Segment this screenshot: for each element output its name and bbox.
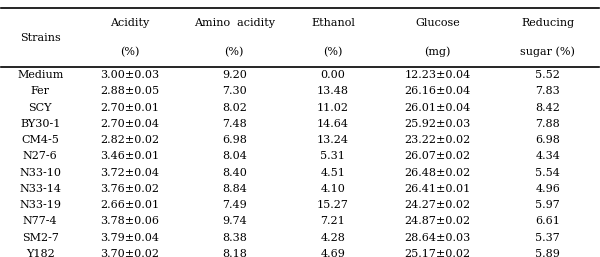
Text: BY30-1: BY30-1: [20, 119, 61, 129]
Text: 8.38: 8.38: [222, 233, 247, 243]
Text: 13.48: 13.48: [317, 86, 349, 96]
Text: 26.41±0.01: 26.41±0.01: [404, 184, 470, 194]
Text: 24.87±0.02: 24.87±0.02: [404, 216, 470, 226]
Text: 2.70±0.04: 2.70±0.04: [100, 119, 159, 129]
Text: 25.17±0.02: 25.17±0.02: [404, 249, 470, 257]
Text: 5.31: 5.31: [320, 151, 345, 161]
Text: 2.88±0.05: 2.88±0.05: [100, 86, 160, 96]
Text: 2.66±0.01: 2.66±0.01: [100, 200, 160, 210]
Text: N33-10: N33-10: [19, 168, 61, 178]
Text: 2.82±0.02: 2.82±0.02: [100, 135, 160, 145]
Text: 4.51: 4.51: [320, 168, 345, 178]
Text: 26.07±0.02: 26.07±0.02: [404, 151, 470, 161]
Text: 3.79±0.04: 3.79±0.04: [100, 233, 159, 243]
Text: 8.02: 8.02: [222, 103, 247, 113]
Text: CM4-5: CM4-5: [21, 135, 59, 145]
Text: (%): (%): [224, 47, 244, 57]
Text: 7.49: 7.49: [222, 200, 247, 210]
Text: 5.97: 5.97: [535, 200, 560, 210]
Text: Medium: Medium: [17, 70, 64, 80]
Text: Glucose: Glucose: [415, 18, 460, 28]
Text: 3.70±0.02: 3.70±0.02: [100, 249, 159, 257]
Text: Acidity: Acidity: [110, 18, 149, 28]
Text: Fer: Fer: [31, 86, 50, 96]
Text: 7.48: 7.48: [222, 119, 247, 129]
Text: 3.46±0.01: 3.46±0.01: [100, 151, 160, 161]
Text: 3.00±0.03: 3.00±0.03: [100, 70, 160, 80]
Text: 7.30: 7.30: [222, 86, 247, 96]
Text: 8.42: 8.42: [535, 103, 560, 113]
Text: 6.98: 6.98: [222, 135, 247, 145]
Text: 3.78±0.06: 3.78±0.06: [100, 216, 159, 226]
Text: 26.16±0.04: 26.16±0.04: [404, 86, 470, 96]
Text: 4.96: 4.96: [535, 184, 560, 194]
Text: (%): (%): [323, 47, 343, 57]
Text: 4.34: 4.34: [535, 151, 560, 161]
Text: 8.40: 8.40: [222, 168, 247, 178]
Text: N33-14: N33-14: [19, 184, 61, 194]
Text: Y182: Y182: [26, 249, 55, 257]
Text: 14.64: 14.64: [317, 119, 349, 129]
Text: 2.70±0.01: 2.70±0.01: [100, 103, 159, 113]
Text: 8.84: 8.84: [222, 184, 247, 194]
Text: 8.18: 8.18: [222, 249, 247, 257]
Text: 6.98: 6.98: [535, 135, 560, 145]
Text: 5.37: 5.37: [535, 233, 560, 243]
Text: 26.48±0.02: 26.48±0.02: [404, 168, 470, 178]
Text: 4.69: 4.69: [320, 249, 345, 257]
Text: 7.88: 7.88: [535, 119, 560, 129]
Text: 8.04: 8.04: [222, 151, 247, 161]
Text: 5.52: 5.52: [535, 70, 560, 80]
Text: 5.54: 5.54: [535, 168, 560, 178]
Text: 9.20: 9.20: [222, 70, 247, 80]
Text: 0.00: 0.00: [320, 70, 345, 80]
Text: 23.22±0.02: 23.22±0.02: [404, 135, 470, 145]
Text: 3.72±0.04: 3.72±0.04: [100, 168, 159, 178]
Text: 9.74: 9.74: [222, 216, 247, 226]
Text: 24.27±0.02: 24.27±0.02: [404, 200, 470, 210]
Text: 7.83: 7.83: [535, 86, 560, 96]
Text: 4.10: 4.10: [320, 184, 345, 194]
Text: (%): (%): [120, 47, 139, 57]
Text: N77-4: N77-4: [23, 216, 58, 226]
Text: 12.23±0.04: 12.23±0.04: [404, 70, 470, 80]
Text: Ethanol: Ethanol: [311, 18, 355, 28]
Text: 11.02: 11.02: [317, 103, 349, 113]
Text: 5.89: 5.89: [535, 249, 560, 257]
Text: (mg): (mg): [424, 47, 451, 58]
Text: 6.61: 6.61: [535, 216, 560, 226]
Text: SCY: SCY: [28, 103, 52, 113]
Text: Amino  acidity: Amino acidity: [194, 18, 275, 28]
Text: sugar (%): sugar (%): [520, 47, 575, 58]
Text: N27-6: N27-6: [23, 151, 58, 161]
Text: 7.21: 7.21: [320, 216, 345, 226]
Text: 15.27: 15.27: [317, 200, 349, 210]
Text: 26.01±0.04: 26.01±0.04: [404, 103, 470, 113]
Text: 4.28: 4.28: [320, 233, 345, 243]
Text: 3.76±0.02: 3.76±0.02: [100, 184, 159, 194]
Text: 28.64±0.03: 28.64±0.03: [404, 233, 470, 243]
Text: Reducing: Reducing: [521, 18, 574, 28]
Text: 13.24: 13.24: [317, 135, 349, 145]
Text: Strains: Strains: [20, 33, 61, 42]
Text: 25.92±0.03: 25.92±0.03: [404, 119, 470, 129]
Text: SM2-7: SM2-7: [22, 233, 59, 243]
Text: N33-19: N33-19: [19, 200, 61, 210]
